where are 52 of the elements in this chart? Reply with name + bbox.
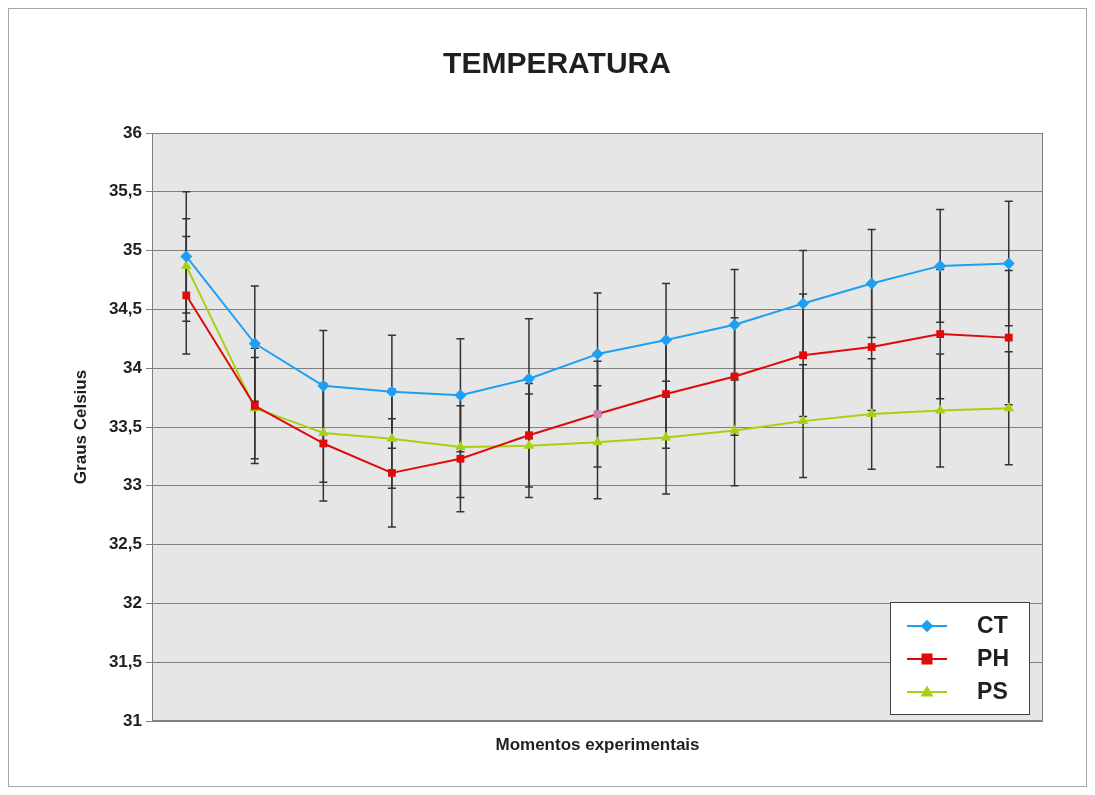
point (523, 439, 535, 449)
point (525, 431, 533, 440)
point (455, 440, 466, 450)
point (660, 431, 672, 441)
point (1003, 402, 1014, 412)
point (592, 436, 603, 446)
point (522, 372, 535, 385)
point (319, 439, 328, 448)
point (936, 330, 945, 338)
point (729, 424, 740, 434)
point (797, 415, 809, 425)
y-tick-label: 31,5 (108, 651, 142, 671)
y-tick-label: 35 (123, 240, 142, 260)
y-tick-label: 34 (123, 357, 143, 377)
point (388, 468, 396, 477)
point (593, 410, 602, 418)
legend-label: PH (977, 644, 1009, 673)
point (1004, 333, 1013, 342)
point (797, 297, 810, 310)
y-tick-label: 35,5 (108, 181, 142, 201)
legend-label: CT (977, 611, 1008, 640)
chart-title: TEMPERATURA (443, 46, 671, 80)
y-tick-label: 33,5 (108, 416, 142, 436)
point (248, 337, 261, 350)
point (386, 432, 398, 442)
point (867, 343, 876, 351)
point (865, 277, 878, 290)
y-tick-label: 32,5 (108, 534, 142, 554)
legend-label: PS (977, 677, 1008, 706)
point (456, 454, 465, 463)
point (182, 291, 191, 300)
point (660, 333, 673, 346)
y-axis-title: Graus Celsius (70, 369, 90, 485)
y-tick-label: 34,5 (108, 299, 142, 319)
x-axis-title: Momentos experimentais (495, 735, 700, 755)
y-tick-label: 33 (123, 475, 142, 495)
point (934, 259, 947, 272)
point (728, 318, 741, 331)
y-tick-label: 31 (123, 710, 142, 730)
point (935, 404, 946, 414)
point (318, 426, 329, 436)
point (454, 389, 467, 402)
point (591, 348, 604, 361)
point (317, 379, 330, 392)
point (180, 250, 193, 263)
y-tick-label: 36 (123, 122, 142, 142)
y-tick-label: 32 (123, 593, 142, 613)
point (385, 385, 398, 398)
point (866, 408, 877, 418)
point (662, 390, 670, 398)
point (799, 351, 807, 360)
point (1002, 257, 1015, 270)
